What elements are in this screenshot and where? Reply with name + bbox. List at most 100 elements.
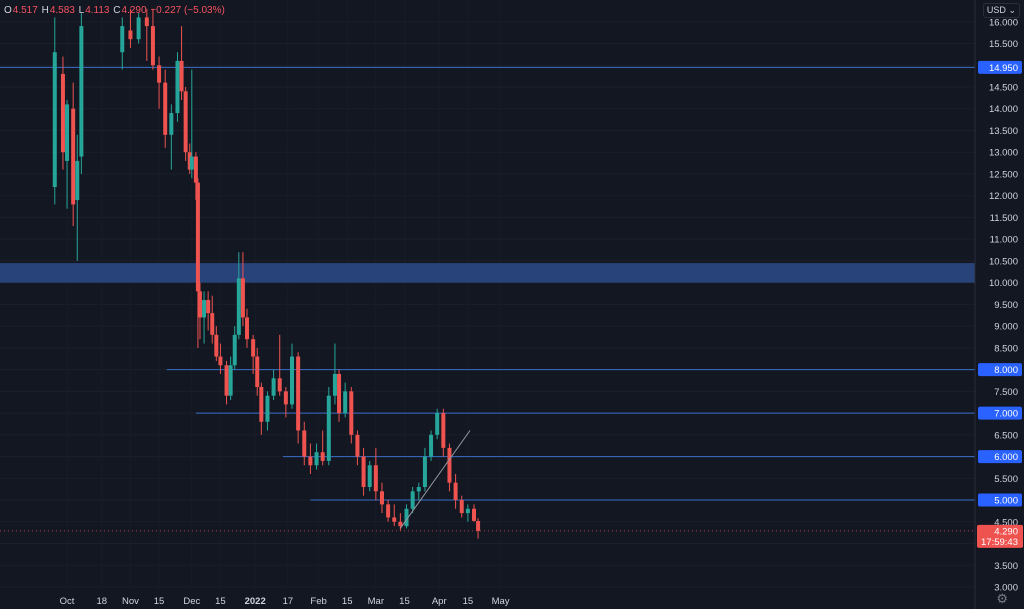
- candle-body: [236, 278, 241, 335]
- candle-body: [265, 395, 270, 422]
- candle-body: [302, 430, 307, 457]
- candle-body: [218, 356, 223, 366]
- candle-body: [202, 300, 207, 318]
- currency-label: USD: [986, 5, 1006, 15]
- time-tick-label: 17: [283, 596, 294, 607]
- candle-body: [367, 465, 372, 487]
- candle-body: [296, 356, 301, 431]
- price-axis[interactable]: 3.0003.5004.0004.5005.0005.5006.0006.500…: [974, 0, 1024, 609]
- candle-body: [60, 73, 65, 153]
- price-tick-label: 12.500: [989, 169, 1018, 180]
- price-tick-label: 9.500: [994, 300, 1018, 311]
- price-tick-label: 9.000: [994, 322, 1018, 333]
- candle-body: [232, 334, 237, 366]
- close-value: 4.290: [121, 5, 147, 16]
- time-tick-label: 2022: [245, 596, 266, 607]
- price-tick-label: 13.500: [989, 126, 1018, 137]
- candle-body: [245, 317, 250, 340]
- time-tick-label: Mar: [368, 596, 384, 607]
- candle-body: [193, 156, 198, 183]
- candle-body: [289, 356, 294, 405]
- candle-body: [349, 391, 354, 435]
- candle-body: [210, 313, 215, 335]
- level-price-tag-label: 14.950: [989, 63, 1018, 74]
- candle-body: [410, 491, 415, 509]
- price-tick-label: 11.500: [990, 213, 1018, 224]
- gear-icon[interactable]: ⚙: [996, 591, 1008, 606]
- low-label: L: [78, 5, 85, 16]
- price-tick-label: 14.000: [989, 104, 1018, 115]
- time-tick-label: Feb: [310, 596, 326, 607]
- high-value: 4.583: [49, 5, 75, 16]
- candle-body: [136, 17, 141, 40]
- candle-body: [355, 434, 360, 457]
- low-value: 4.113: [85, 5, 110, 16]
- candle-body: [386, 504, 391, 518]
- candle-body: [175, 60, 180, 114]
- level-price-tag-label: 8.000: [994, 365, 1018, 376]
- currency-selector[interactable]: USD ⌄: [982, 3, 1020, 18]
- price-tick-label: 4.500: [994, 517, 1018, 528]
- candle-body: [453, 482, 458, 501]
- candle-body: [144, 17, 149, 27]
- level-price-tag-label: 6.000: [994, 452, 1018, 463]
- open-value: 4.517: [12, 5, 38, 16]
- time-tick-label: Dec: [183, 596, 200, 607]
- time-tick-label: Nov: [122, 596, 139, 607]
- level-price-tag: [978, 363, 1022, 377]
- time-tick-label: Apr: [432, 596, 447, 607]
- candle-body: [332, 373, 337, 396]
- candles: [52, 8, 481, 539]
- price-tick-label: 3.000: [994, 583, 1018, 594]
- candle-body: [271, 378, 276, 396]
- trendline-layer[interactable]: [399, 430, 471, 529]
- level-price-tag-label: 5.000: [994, 496, 1018, 507]
- time-tick-label: Oct: [60, 596, 75, 607]
- candle-countdown: 17:59:43: [981, 537, 1018, 548]
- time-tick-label: 15: [463, 596, 474, 607]
- candle-body: [255, 356, 260, 387]
- price-tick-label: 12.000: [989, 191, 1018, 202]
- close-label: C: [113, 5, 121, 16]
- candle-body: [429, 434, 434, 457]
- candle-body: [197, 291, 202, 318]
- level-price-tag: [978, 450, 1022, 464]
- candle-body: [163, 82, 168, 135]
- candle-body: [150, 26, 155, 66]
- candle-body: [52, 52, 57, 187]
- level-price-tag: [978, 60, 1022, 74]
- candle-body: [343, 391, 348, 414]
- ohlc-legend: O4.517 H4.583 L4.113 C4.290 −0.227 (−5.0…: [4, 5, 226, 16]
- candle-body: [459, 500, 464, 514]
- price-tick-label: 3.500: [994, 561, 1018, 572]
- candle-body: [75, 160, 80, 201]
- level-lines: [0, 66, 975, 501]
- time-tick-label: 15: [215, 596, 226, 607]
- candle-body: [65, 104, 70, 161]
- trendline: [399, 430, 471, 529]
- candle-body: [283, 391, 288, 405]
- candle-body: [251, 339, 256, 357]
- candle-body: [189, 156, 194, 170]
- price-tick-label: 15.500: [989, 39, 1018, 50]
- change-value: −0.227 (−5.03%): [150, 5, 225, 16]
- time-tick-label: 15: [399, 596, 410, 607]
- candle-body: [187, 152, 192, 170]
- candle-body: [337, 373, 342, 414]
- price-axis-bg: [975, 0, 1024, 609]
- candle-body: [416, 487, 421, 492]
- candle-body: [379, 491, 384, 505]
- candle-body: [259, 387, 264, 422]
- candle-body: [361, 456, 366, 487]
- time-tick-label: May: [492, 596, 510, 607]
- candle-body: [157, 65, 162, 83]
- price-tick-label: 16.000: [989, 17, 1018, 28]
- time-axis[interactable]: Oct 18 Nov 15 Dec 15 2022 17 Feb 15 Mar 15 Apr 15 May: [60, 596, 510, 607]
- candle-body: [214, 334, 219, 357]
- price-tick-label: 6.500: [994, 430, 1018, 441]
- candle-body: [128, 30, 133, 40]
- candle-body: [404, 508, 409, 527]
- candle-body: [447, 447, 452, 483]
- price-tick-label: 13.000: [989, 148, 1018, 159]
